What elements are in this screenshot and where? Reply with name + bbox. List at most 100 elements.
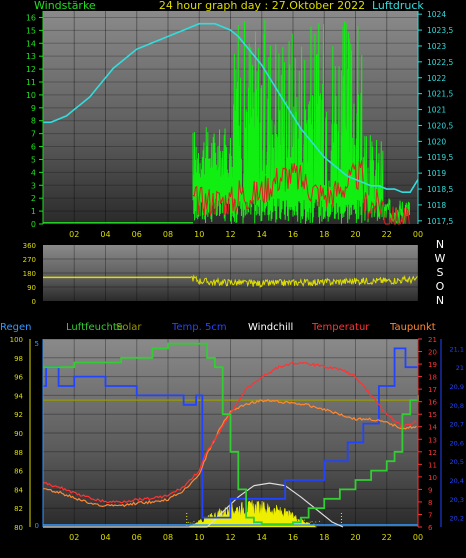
y-right-tick-label: 1023 xyxy=(427,42,446,51)
dir-tick-label: 360 xyxy=(23,242,36,250)
y-left-tick-label: 15 xyxy=(26,26,36,35)
solar-dot xyxy=(232,522,234,524)
solar-dot xyxy=(292,519,294,521)
humidity-tick-label: 94 xyxy=(14,392,23,400)
temp-tick-label: 12 xyxy=(428,449,437,457)
compass-label: N xyxy=(436,294,444,307)
solar-dot xyxy=(307,522,309,524)
temp5-tick-label: 20,5 xyxy=(450,458,464,466)
solar-dot xyxy=(187,521,189,523)
x-tick-label: 22 xyxy=(382,533,392,542)
wind-direction-plot-area xyxy=(43,245,418,301)
x-tick-label: 10 xyxy=(194,533,204,542)
y-left-tick-label: 1 xyxy=(31,207,36,216)
solar-dot xyxy=(290,521,292,523)
temp-tick-label: 13 xyxy=(428,436,437,444)
x-tick-label: 12 xyxy=(225,230,235,239)
temp-tick-label: 17 xyxy=(428,386,437,394)
x-tick-label: 14 xyxy=(257,230,267,239)
humidity-tick-label: 88 xyxy=(14,449,23,457)
solar-dot xyxy=(262,520,264,522)
temp5-tick-label: 20,3 xyxy=(450,496,464,504)
solar-dot xyxy=(302,520,304,522)
solar-dot xyxy=(277,521,279,523)
x-tick-label: 20 xyxy=(350,533,360,542)
solar-dot xyxy=(202,522,204,524)
dir-tick-label: 90 xyxy=(27,284,36,292)
x-tick-label: 16 xyxy=(288,533,298,542)
x-tick-label: 18 xyxy=(319,230,329,239)
humidity-series xyxy=(43,342,419,526)
dewpoint-series xyxy=(42,398,417,508)
compass-label: O xyxy=(436,280,445,293)
legend-label: Regen xyxy=(0,322,32,333)
legend-label: Luftfeuchte xyxy=(66,322,123,333)
dir-tick-label: 0 xyxy=(32,298,36,306)
solar-dot xyxy=(255,518,257,520)
temp5-tick-label: 20,7 xyxy=(450,421,464,429)
y-left-tick-label: 3 xyxy=(31,181,36,190)
temp-tick-label: 16 xyxy=(428,399,437,407)
rain-tick-label: 0 xyxy=(35,522,39,530)
y-right-tick-label: 1018,5 xyxy=(427,185,453,194)
luftdruck-axis-title: Luftdruck xyxy=(372,0,424,12)
windchill-series xyxy=(43,482,344,528)
y-right-tick-label: 1021 xyxy=(427,106,446,115)
solar-dot xyxy=(200,520,202,522)
solar-dot xyxy=(217,519,219,521)
humidity-tick-label: 92 xyxy=(14,411,23,419)
legend-label: Temp. 5cm xyxy=(171,322,227,333)
temp-tick-label: 19 xyxy=(428,361,437,369)
y-left-tick-label: 4 xyxy=(31,168,36,177)
x-tick-label: 20 xyxy=(350,230,360,239)
humidity-tick-label: 82 xyxy=(14,505,23,513)
temp-tick-label: 7 xyxy=(428,511,432,519)
solar-dot xyxy=(274,521,276,523)
solar-dot xyxy=(215,522,217,524)
wind-gust-series xyxy=(192,20,410,224)
x-tick-label: 02 xyxy=(69,533,79,542)
humidity-tick-label: 90 xyxy=(14,430,23,438)
solar-dot xyxy=(272,522,274,524)
y-left-tick-label: 0 xyxy=(31,220,36,229)
solar-dot xyxy=(268,521,270,523)
y-left-tick-label: 8 xyxy=(31,117,36,126)
legend-label: Windchill xyxy=(248,322,293,333)
solar-dot xyxy=(287,519,289,521)
solar-dot xyxy=(197,522,199,524)
compass-label: W xyxy=(435,252,446,265)
wind-mean-series xyxy=(192,160,410,225)
temp-tick-label: 10 xyxy=(428,474,437,482)
x-tick-label: 08 xyxy=(163,533,173,542)
solar-dot xyxy=(266,521,268,523)
temp5-tick-label: 20,6 xyxy=(450,439,464,447)
wind-dir-series xyxy=(191,274,418,289)
y-right-tick-label: 1022,5 xyxy=(427,58,453,67)
temp5-tick-label: 20,4 xyxy=(450,477,464,485)
solar-dot xyxy=(236,523,238,525)
y-left-tick-label: 13 xyxy=(26,52,36,61)
temp-tick-label: 9 xyxy=(428,486,432,494)
x-tick-label: 06 xyxy=(132,230,142,239)
y-left-tick-label: 16 xyxy=(26,13,36,22)
temp5-tick-label: 20,9 xyxy=(450,383,464,391)
temp-tick-label: 18 xyxy=(428,374,437,382)
y-right-tick-label: 1020,5 xyxy=(427,121,453,130)
solar-dot xyxy=(219,520,221,522)
solar-dot xyxy=(206,521,208,523)
solar-dot xyxy=(244,522,246,524)
y-right-tick-label: 1017,5 xyxy=(427,217,453,226)
humidity-tick-label: 86 xyxy=(14,468,23,476)
y-left-tick-label: 9 xyxy=(31,104,36,113)
solar-dot xyxy=(225,518,227,520)
temp-tick-label: 20 xyxy=(428,349,437,357)
x-tick-label: 00 xyxy=(413,533,423,542)
solar-dot xyxy=(193,521,195,523)
y-right-tick-label: 1022 xyxy=(427,74,446,83)
legend-label: Temperatur xyxy=(311,322,370,333)
solar-dot xyxy=(315,521,317,523)
temp-tick-label: 14 xyxy=(428,424,437,432)
rain-tick-label: 5 xyxy=(35,340,39,348)
temp-tick-label: 21 xyxy=(428,336,437,344)
